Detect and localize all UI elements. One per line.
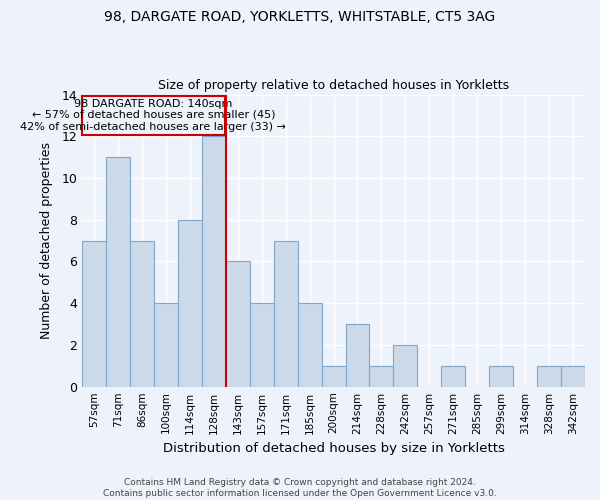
Bar	[250, 303, 274, 386]
Bar	[178, 220, 202, 386]
Text: 98, DARGATE ROAD, YORKLETTS, WHITSTABLE, CT5 3AG: 98, DARGATE ROAD, YORKLETTS, WHITSTABLE,…	[104, 10, 496, 24]
Bar	[130, 240, 154, 386]
Bar	[442, 366, 465, 386]
X-axis label: Distribution of detached houses by size in Yorkletts: Distribution of detached houses by size …	[163, 442, 505, 455]
Bar	[226, 262, 250, 386]
Bar	[322, 366, 346, 386]
Bar	[106, 157, 130, 386]
FancyBboxPatch shape	[82, 96, 224, 135]
Bar	[298, 303, 322, 386]
Title: Size of property relative to detached houses in Yorkletts: Size of property relative to detached ho…	[158, 79, 509, 92]
Y-axis label: Number of detached properties: Number of detached properties	[40, 142, 53, 339]
Bar	[346, 324, 370, 386]
Bar	[82, 240, 106, 386]
Text: ← 57% of detached houses are smaller (45): ← 57% of detached houses are smaller (45…	[32, 110, 275, 120]
Bar	[537, 366, 561, 386]
Bar	[394, 345, 418, 387]
Bar	[489, 366, 513, 386]
Bar	[202, 136, 226, 386]
Bar	[370, 366, 394, 386]
Bar	[154, 303, 178, 386]
Text: 98 DARGATE ROAD: 140sqm: 98 DARGATE ROAD: 140sqm	[74, 99, 232, 109]
Bar	[274, 240, 298, 386]
Text: 42% of semi-detached houses are larger (33) →: 42% of semi-detached houses are larger (…	[20, 122, 286, 132]
Text: Contains HM Land Registry data © Crown copyright and database right 2024.
Contai: Contains HM Land Registry data © Crown c…	[103, 478, 497, 498]
Bar	[561, 366, 585, 386]
